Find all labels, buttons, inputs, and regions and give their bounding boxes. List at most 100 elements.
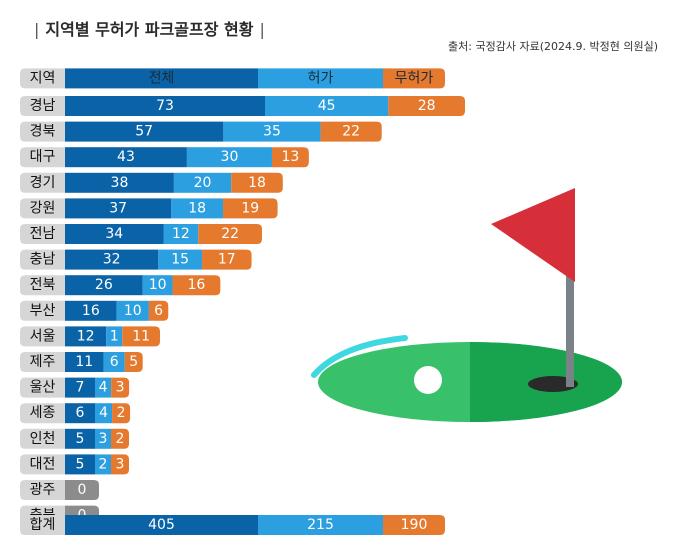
region-label-cell [20, 198, 65, 219]
permitted-value: 35 [263, 124, 281, 140]
total-value: 26 [95, 277, 113, 293]
unpermitted-bar [388, 96, 465, 116]
region-label: 강원 [30, 200, 56, 216]
region-label-cell [20, 352, 65, 372]
permitted-value: 45 [318, 98, 336, 114]
swoosh-line [311, 335, 408, 378]
total-value: 73 [156, 98, 174, 114]
region-label: 전북 [30, 277, 56, 293]
region-label: 대구 [30, 149, 56, 165]
region-label-cell [20, 172, 65, 193]
total-bar [65, 403, 95, 424]
region-label-cell [20, 224, 65, 244]
total-bar [65, 326, 107, 347]
permitted-value: 1 [110, 328, 119, 344]
unpermitted-value: 2 [117, 405, 126, 421]
unpermitted-value: 18 [248, 175, 266, 191]
total-row-label: 합계 [30, 517, 56, 533]
permitted-value: 4 [99, 380, 108, 396]
region-label-cell [20, 249, 65, 270]
permitted-value: 15 [171, 252, 189, 268]
total-bar [65, 147, 187, 168]
region-label: 대전 [30, 456, 56, 472]
region-label-cell [20, 275, 65, 296]
cup-hole [528, 376, 578, 392]
unpermitted-bar [122, 326, 161, 347]
region-label: 광주 [30, 482, 56, 498]
unpermitted-bar [202, 249, 252, 270]
total-bar [65, 428, 95, 449]
permitted-value: 3 [99, 431, 108, 447]
total-bar [65, 249, 159, 270]
unpermitted-bar [172, 275, 221, 296]
region-label: 울산 [30, 380, 56, 396]
unpermitted-bar [198, 224, 262, 244]
total-value: 11 [75, 354, 93, 370]
golf-ball [414, 366, 442, 394]
region-label-cell [20, 454, 65, 475]
region-label: 부산 [30, 303, 56, 319]
total-value: 5 [76, 456, 85, 472]
total-row-unpermitted-value: 190 [401, 517, 428, 533]
region-label: 제주 [30, 354, 56, 370]
total-row-permitted-bar [258, 515, 383, 535]
region-label-cell [20, 326, 65, 347]
total-row-unpermitted-bar [383, 515, 445, 535]
region-label-cell [20, 377, 65, 398]
region-label-cell [20, 403, 65, 424]
permitted-value: 4 [99, 405, 108, 421]
unpermitted-value: 17 [218, 252, 236, 268]
header-permitted-label: 허가 [308, 70, 334, 86]
unpermitted-bar [112, 403, 131, 424]
region-label: 인천 [30, 431, 56, 447]
unpermitted-bar [148, 300, 169, 321]
unpermitted-value: 16 [188, 277, 206, 293]
chart-title: | 지역별 무허가 파크골프장 현황 | [28, 16, 271, 40]
total-value: 43 [117, 149, 135, 165]
permitted-value: 18 [188, 200, 206, 216]
region-label-cell [20, 121, 65, 142]
header-region-label: 지역 [30, 70, 56, 86]
permitted-value: 10 [124, 303, 142, 319]
total-value: 34 [105, 226, 123, 242]
unpermitted-value: 2 [116, 431, 125, 447]
total-bar [65, 454, 95, 475]
golf-flag-illustration [311, 188, 622, 422]
unpermitted-bar [124, 352, 143, 372]
total-bar [65, 121, 224, 142]
header-unpermitted-cell [383, 68, 445, 89]
total-value: 16 [82, 303, 100, 319]
title-separator-left: | [34, 20, 40, 39]
permitted-value: 10 [149, 277, 167, 293]
region-label: 충남 [30, 252, 56, 268]
permitted-value: 30 [221, 149, 239, 165]
unpermitted-value: 6 [154, 303, 163, 319]
total-bar [65, 300, 117, 321]
region-label: 세종 [30, 405, 56, 421]
permitted-value: 20 [194, 175, 212, 191]
total-row-total-value: 405 [148, 517, 175, 533]
header-region-cell [20, 68, 65, 89]
unpermitted-value: 3 [116, 456, 125, 472]
total-value: 12 [77, 328, 95, 344]
unpermitted-bar [231, 172, 283, 193]
unpermitted-bar [320, 121, 382, 142]
unpermitted-bar [223, 198, 278, 219]
total-value: 5 [76, 431, 85, 447]
permitted-bar [223, 121, 321, 142]
permitted-bar [103, 352, 125, 372]
total-bar [65, 198, 172, 219]
header-permitted-cell [258, 68, 383, 89]
permitted-bar [158, 249, 203, 270]
unpermitted-value: 3 [116, 380, 125, 396]
total-value: 7 [76, 380, 85, 396]
title-separator-right: | [259, 20, 265, 39]
permitted-bar [265, 96, 389, 116]
region-label: 서울 [30, 328, 56, 344]
region-label-cell [20, 147, 65, 168]
region-label: 경남 [30, 98, 56, 114]
region-label: 경북 [30, 124, 56, 140]
total-bar [65, 377, 95, 398]
unpermitted-bar [111, 454, 129, 475]
